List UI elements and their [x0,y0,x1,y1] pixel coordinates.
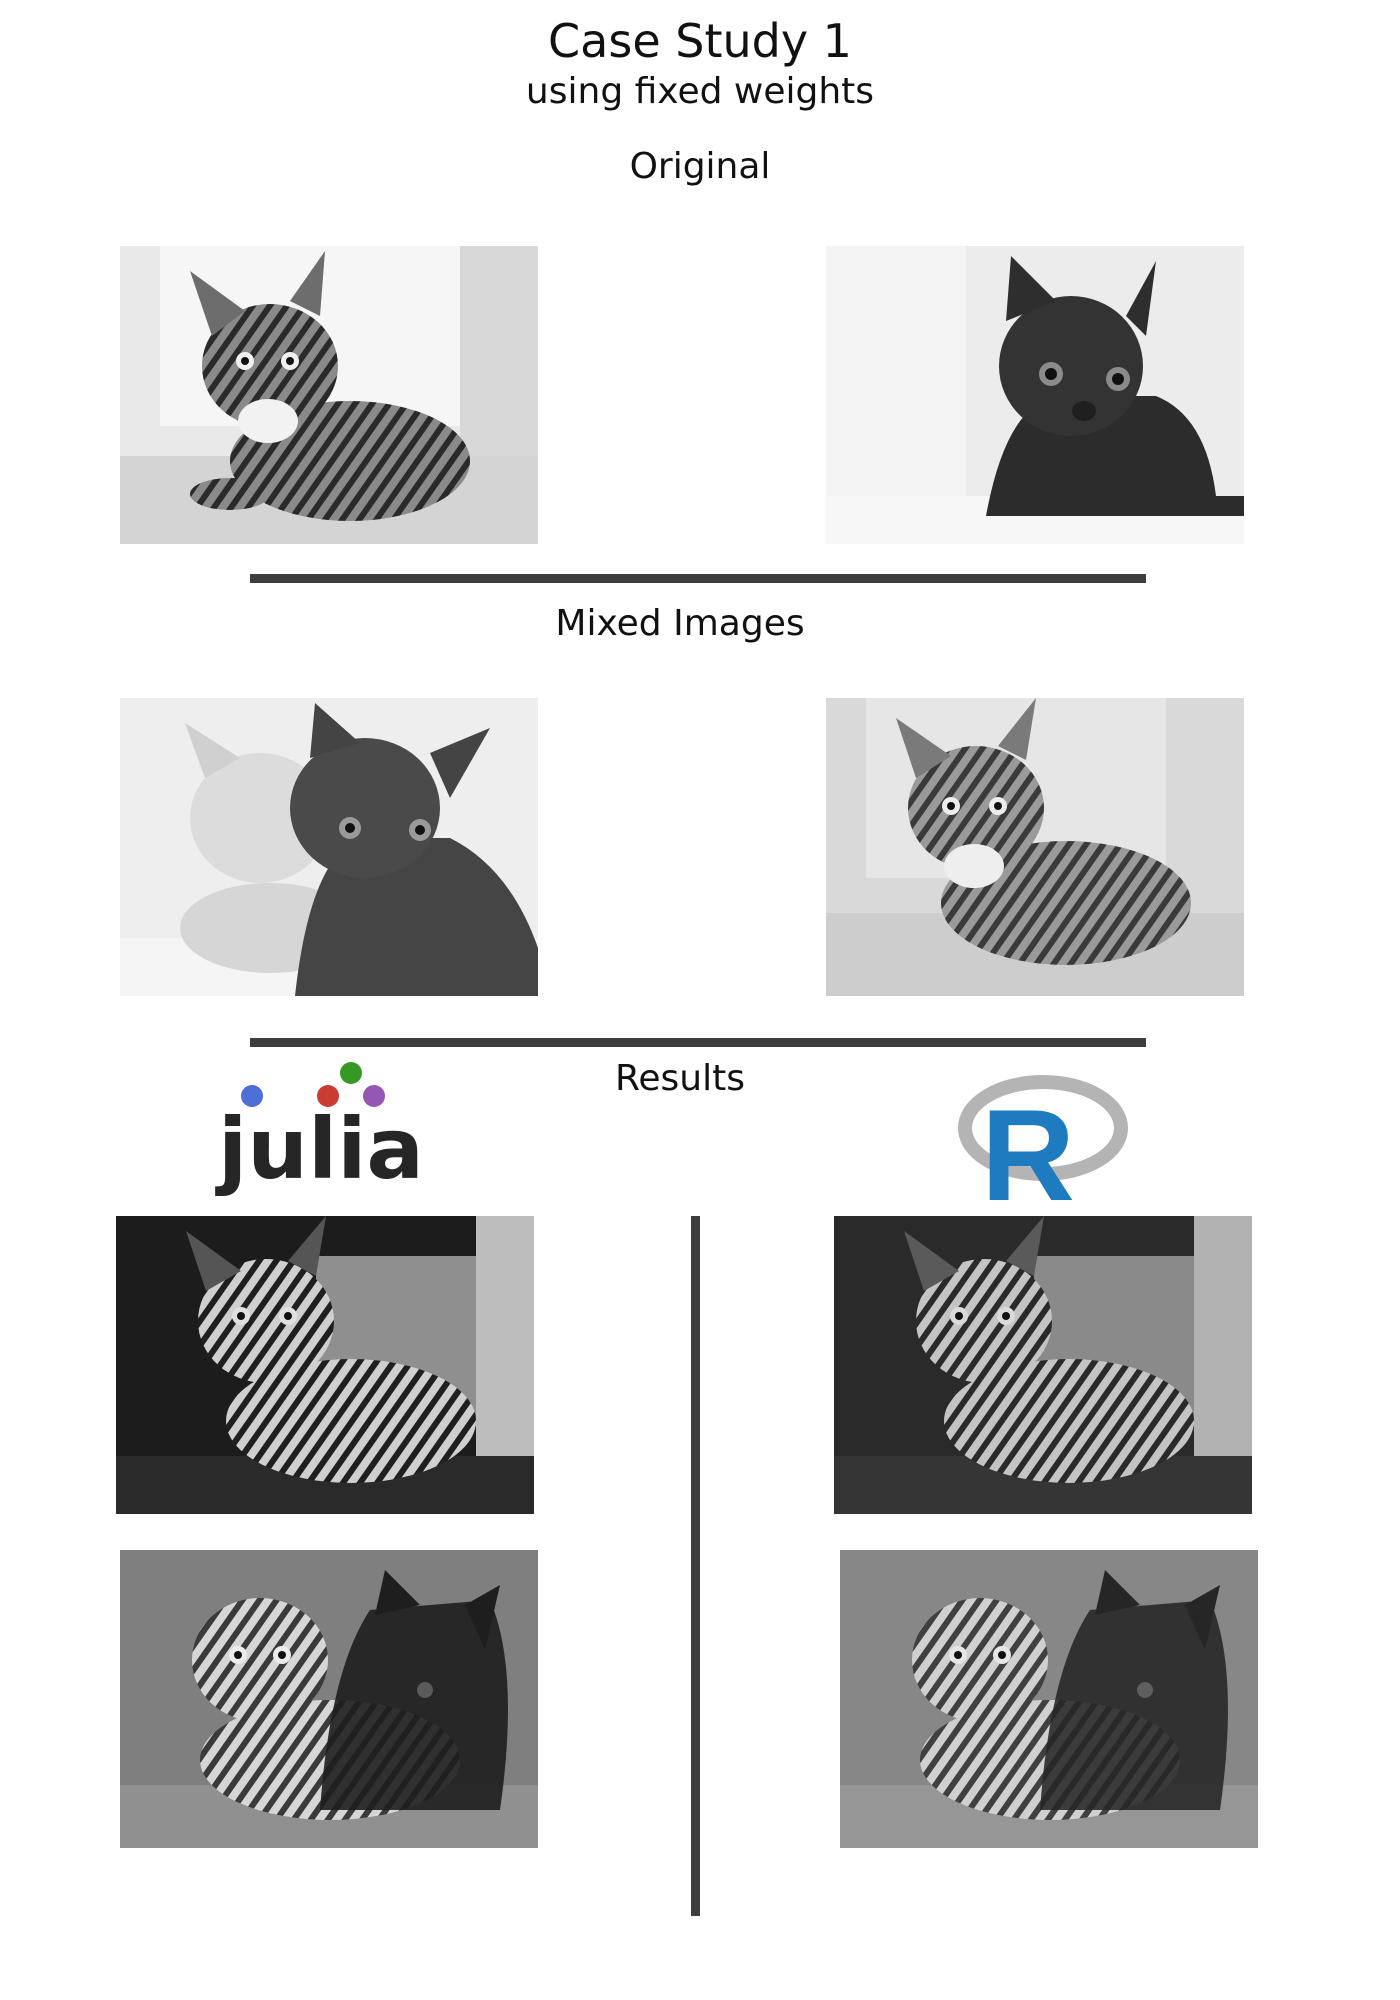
julia-result-bottom-image [120,1550,538,1848]
mixed-image-right [826,698,1244,996]
mixed-image-left [120,698,538,996]
r-result-bottom-image [840,1550,1258,1848]
tabby-cat-icon [834,1216,1252,1514]
tabby-cat-icon [116,1216,534,1514]
vertical-divider [691,1216,700,1916]
tabby-cat-icon [120,246,538,544]
black-cat-icon [826,246,1244,544]
mixed-cat-icon [840,1550,1258,1848]
julia-logo: julia [214,1060,434,1210]
section-title-results: Results [615,1058,745,1099]
r-ring-icon [958,1075,1128,1181]
page-title: Case Study 1 [548,14,852,68]
mixed-cat-icon [120,1550,538,1848]
julia-dot-red [317,1085,339,1107]
original-tabby-cat-image [120,246,538,544]
r-letter: R [981,1082,1075,1210]
horizontal-divider-bottom [250,1038,1146,1047]
original-black-cat-image [826,246,1244,544]
r-logo: R [958,1060,1138,1228]
julia-dot-green [340,1062,362,1084]
mixed-cat-icon [120,698,538,996]
julia-dot-purple [363,1085,385,1107]
mixed-cat-icon [826,698,1244,996]
section-title-mixed-images: Mixed Images [555,603,805,644]
julia-dot-blue [241,1085,263,1107]
julia-result-top-image [116,1216,534,1514]
section-title-original: Original [629,146,771,187]
r-result-top-image [834,1216,1252,1514]
horizontal-divider-top [250,574,1146,583]
page-subtitle: using fixed weights [525,71,875,112]
julia-wordmark: julia [215,1100,424,1198]
